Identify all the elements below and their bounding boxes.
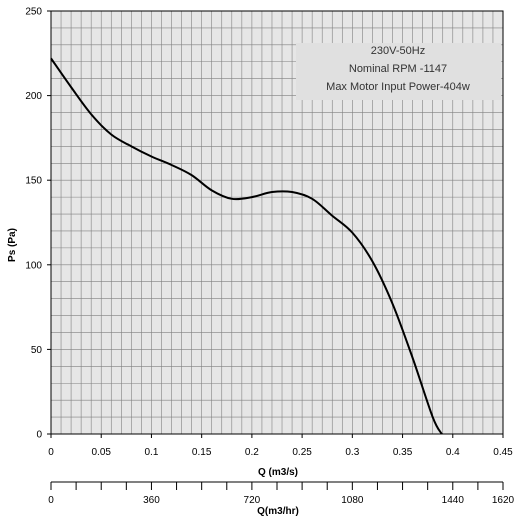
x-tick-label: 0.15 xyxy=(192,447,212,458)
x-tick-label: 0.05 xyxy=(91,447,111,458)
y-tick-label: 50 xyxy=(31,345,43,356)
x-tick-label: 0.2 xyxy=(245,447,259,458)
secondary-tick-label: 1080 xyxy=(341,495,364,506)
secondary-axis-ticks xyxy=(50,482,504,490)
y-tick-label: 150 xyxy=(25,176,42,187)
secondary-tick-label: 360 xyxy=(143,495,160,506)
plot-border xyxy=(50,10,504,435)
secondary-axis-tick-labels: 0 360 720 1080 1440 1620 xyxy=(48,495,514,506)
y-tick-label: 100 xyxy=(25,260,42,271)
x-axis-title: Q (m3/s) xyxy=(258,467,298,478)
y-tick-label: 200 xyxy=(25,91,42,102)
secondary-tick-label: 1620 xyxy=(492,495,514,506)
y-axis-title: Ps (Pa) xyxy=(7,228,18,262)
x-axis-tick-labels: 0 0.05 0.1 0.15 0.2 0.25 0.3 0.35 0.4 0.45 xyxy=(48,434,513,458)
grid xyxy=(51,11,503,434)
info-line-rpm: Nominal RPM -1147 xyxy=(349,63,447,75)
y-tick-label: 250 xyxy=(25,7,42,18)
pressure-curve-line xyxy=(50,57,443,435)
x-tick-label: 0.45 xyxy=(493,447,513,458)
info-box-background xyxy=(296,43,501,100)
x-tick-label: 0.25 xyxy=(292,447,312,458)
secondary-axis-title: Q(m3/hr) xyxy=(257,506,299,517)
info-box: 230V-50Hz Nominal RPM -1147 Max Motor In… xyxy=(296,43,501,100)
secondary-tick-label: 1440 xyxy=(442,495,465,506)
y-tick-label: 0 xyxy=(36,430,42,441)
x-tick-label: 0.3 xyxy=(345,447,359,458)
x-tick-label: 0.35 xyxy=(393,447,413,458)
x-tick-label: 0.4 xyxy=(446,447,460,458)
info-line-power: Max Motor Input Power-404w xyxy=(326,81,470,93)
y-axis-tick-labels: 0 50 100 150 200 250 xyxy=(25,7,51,441)
secondary-tick-label: 720 xyxy=(244,495,261,506)
secondary-tick-label: 0 xyxy=(48,495,54,506)
x-tick-label: 0.1 xyxy=(144,447,158,458)
x-tick-label: 0 xyxy=(48,447,54,458)
info-line-voltage: 230V-50Hz xyxy=(371,45,425,57)
